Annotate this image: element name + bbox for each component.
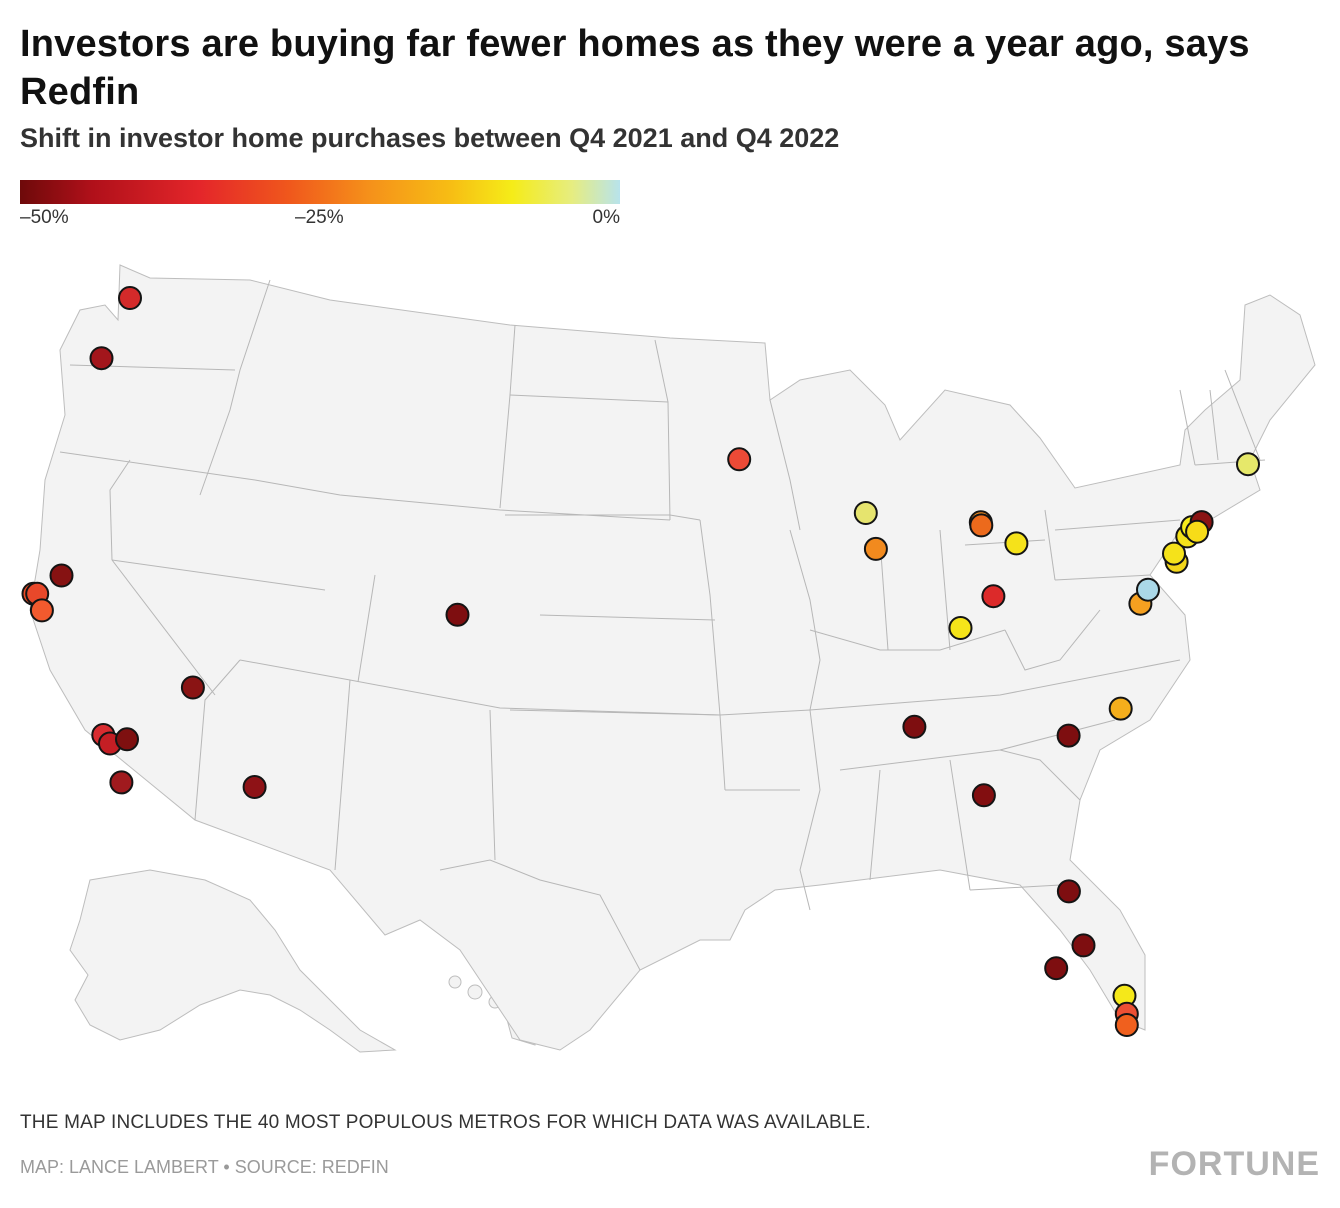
metro-marker-6 — [180, 675, 205, 700]
metro-marker-32 — [1185, 519, 1210, 544]
us-map — [21, 264, 1316, 1053]
legend-tick-max: 0% — [592, 207, 620, 228]
land — [29, 264, 1316, 1053]
metro-marker-23 — [1056, 723, 1081, 748]
metro-marker-20 — [948, 616, 973, 640]
legend-tick-mid: –25% — [295, 207, 344, 228]
metro-marker-36 — [1044, 956, 1069, 981]
alaska-shape — [69, 869, 397, 1053]
map-credit: MAP: LANCE LAMBERT • SOURCE: REDFIN — [20, 1157, 389, 1177]
metro-marker-33 — [1236, 452, 1260, 477]
metro-marker-12 — [445, 602, 470, 627]
color-legend: –50% –25% 0% — [20, 180, 620, 230]
metro-marker-17 — [969, 513, 994, 538]
metro-marker-26 — [1136, 577, 1160, 602]
metro-marker-24 — [1108, 696, 1133, 721]
metro-marker-5 — [29, 598, 54, 623]
map-note: THE MAP INCLUDES THE 40 MOST POPULOUS ME… — [20, 1112, 871, 1133]
metro-marker-11 — [242, 775, 267, 799]
metro-marker-21 — [902, 714, 927, 739]
metro-marker-34 — [1056, 879, 1081, 904]
metro-marker-18 — [1004, 531, 1029, 556]
metro-marker-15 — [863, 536, 888, 561]
metro-marker-22 — [971, 783, 996, 808]
contiguous-us-shape — [29, 264, 1316, 1051]
chart-title: Investors are buying far fewer homes as … — [20, 23, 1250, 113]
metro-marker-28 — [1162, 541, 1186, 566]
metro-marker-2 — [49, 563, 74, 588]
fortune-logo: FORTUNE — [1148, 1145, 1320, 1183]
legend-tick-min: –50% — [20, 207, 69, 228]
legend-gradient-bar — [20, 180, 620, 204]
metro-marker-39 — [1114, 1013, 1139, 1037]
legend-ticks: –50% –25% 0% — [20, 204, 620, 230]
metro-marker-0 — [118, 286, 142, 310]
metro-markers — [21, 286, 1260, 1037]
metro-marker-35 — [1071, 933, 1096, 958]
metro-marker-1 — [89, 346, 114, 371]
metro-marker-10 — [109, 770, 134, 795]
metro-marker-19 — [981, 584, 1006, 609]
metro-marker-13 — [727, 447, 752, 472]
chart-subtitle: Shift in investor home purchases between… — [20, 123, 840, 153]
metro-marker-14 — [853, 501, 878, 525]
metro-marker-9 — [115, 727, 139, 752]
